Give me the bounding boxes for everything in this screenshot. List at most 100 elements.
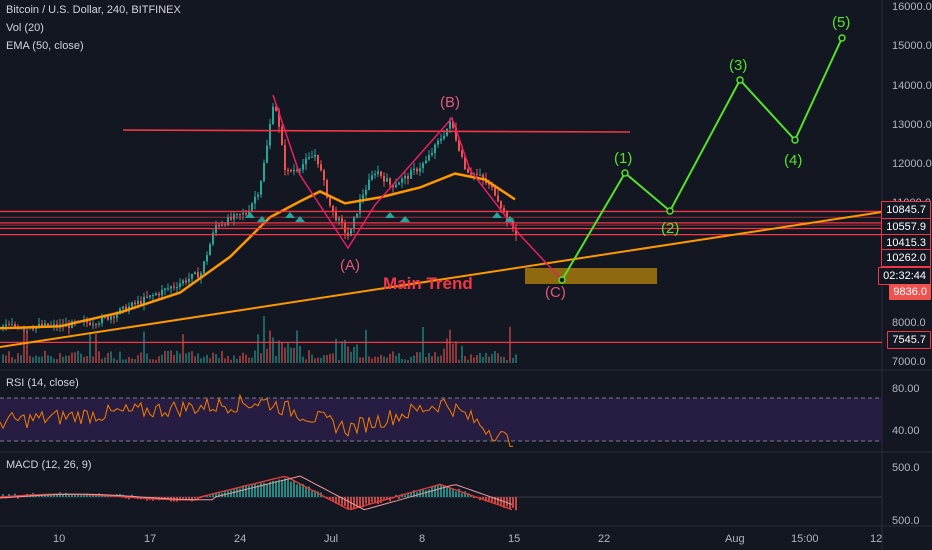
candle-body	[452, 121, 454, 128]
time-tick: 10	[53, 533, 66, 545]
macd-histogram-bar	[296, 484, 298, 497]
volume-bar	[161, 354, 163, 363]
volume-bar	[251, 357, 253, 363]
candle-body	[455, 127, 457, 141]
volume-bar	[293, 347, 295, 363]
macd-histogram-bar	[308, 486, 310, 497]
macd-histogram-bar	[317, 491, 319, 497]
volume-bar	[389, 353, 391, 363]
volume-bar	[92, 356, 94, 363]
price-tag-level: 10415.3	[881, 234, 931, 252]
volume-bar	[308, 350, 310, 363]
candle-body	[197, 272, 199, 278]
candle-body	[512, 220, 514, 229]
volume-bar	[203, 356, 205, 363]
wave-label-5[interactable]: (5)	[832, 14, 851, 31]
candle-body	[245, 213, 247, 215]
macd-histogram-bar	[248, 485, 250, 497]
volume-bar	[458, 359, 460, 363]
volume-bar	[365, 329, 367, 363]
wave-label-4[interactable]: (4)	[784, 152, 803, 169]
volume-bar	[377, 356, 379, 363]
candle-body	[362, 194, 364, 199]
vol-legend[interactable]: Vol (20)	[6, 22, 44, 34]
macd-legend[interactable]: MACD (12, 26, 9)	[6, 459, 92, 471]
rsi-legend[interactable]: RSI (14, close)	[6, 377, 79, 389]
volume-bar	[311, 354, 313, 363]
wave-label-2[interactable]: (2)	[661, 220, 680, 237]
macd-histogram-bar	[311, 490, 313, 497]
volume-bar	[275, 355, 277, 363]
volume-bar	[221, 351, 223, 363]
candle-body	[38, 323, 40, 327]
volume-bar	[215, 354, 217, 363]
macd-histogram-bar	[467, 493, 469, 497]
candle-body	[260, 181, 262, 195]
volume-bar	[266, 348, 268, 363]
candle-body	[341, 218, 343, 224]
main-trend-label[interactable]: Main Trend	[383, 274, 473, 293]
volume-bar	[65, 355, 67, 363]
volume-bar	[464, 355, 466, 363]
wave-label-a[interactable]: (A)	[340, 257, 360, 274]
macd-histogram-bar	[482, 497, 484, 500]
signal-arrow	[245, 212, 255, 218]
macd-signal-line	[0, 475, 513, 511]
ema-legend[interactable]: EMA (50, close)	[6, 40, 84, 52]
volume-bar	[17, 353, 19, 363]
volume-bar	[431, 356, 433, 363]
volume-bar	[200, 358, 202, 363]
macd-histogram-bar	[338, 497, 340, 504]
volume-bar	[500, 356, 502, 363]
volume-bar	[71, 352, 73, 363]
volume-bar	[290, 347, 292, 363]
candle-body	[161, 289, 163, 296]
candle-body	[482, 174, 484, 179]
wave-point	[736, 76, 744, 84]
macd-histogram-bar	[281, 479, 283, 497]
wave-point	[621, 169, 629, 177]
candle-body	[191, 273, 193, 279]
volume-bar	[185, 353, 187, 363]
candle-body	[44, 323, 46, 327]
volume-bar	[233, 355, 235, 363]
volume-bar	[470, 354, 472, 363]
candle-body	[278, 110, 280, 127]
volume-bar	[332, 353, 334, 363]
wave-label-c[interactable]: (C)	[545, 284, 566, 301]
time-tick: 8	[419, 533, 426, 545]
volume-bar	[329, 353, 331, 363]
macd-histogram-bar	[194, 497, 196, 499]
symbol-title[interactable]: Bitcoin / U.S. Dollar, 240, BITFINEX	[6, 4, 181, 16]
price-tag-level: 10262.0	[881, 249, 931, 267]
candle-body	[338, 218, 340, 221]
volume-bar	[380, 354, 382, 363]
volume-bar	[116, 359, 118, 363]
macd-histogram-bar	[458, 488, 460, 497]
volume-bar	[137, 355, 139, 363]
macd-histogram-bar	[230, 490, 232, 497]
volume-bar	[407, 359, 409, 363]
wave-label-1[interactable]: (1)	[614, 150, 633, 167]
volume-bar	[173, 355, 175, 363]
wave-label-b[interactable]: (B)	[440, 94, 460, 111]
wave-label-3[interactable]: (3)	[729, 57, 748, 74]
time-tick: 15	[508, 533, 521, 545]
candle-body	[410, 170, 412, 179]
candle-body	[377, 171, 379, 175]
volume-bar	[485, 352, 487, 363]
volume-bar	[449, 329, 451, 363]
macd-histogram-bar	[185, 497, 187, 500]
candle-body	[494, 187, 496, 196]
volume-bar	[140, 352, 142, 363]
volume-bar	[152, 359, 154, 363]
candle-body	[386, 178, 388, 182]
macd-histogram-bar	[239, 488, 241, 497]
volume-bar	[497, 353, 499, 363]
candle-body	[314, 154, 316, 157]
macd-histogram-bar	[485, 497, 487, 502]
time-tick: 24	[234, 533, 247, 545]
candle-body	[296, 169, 298, 171]
